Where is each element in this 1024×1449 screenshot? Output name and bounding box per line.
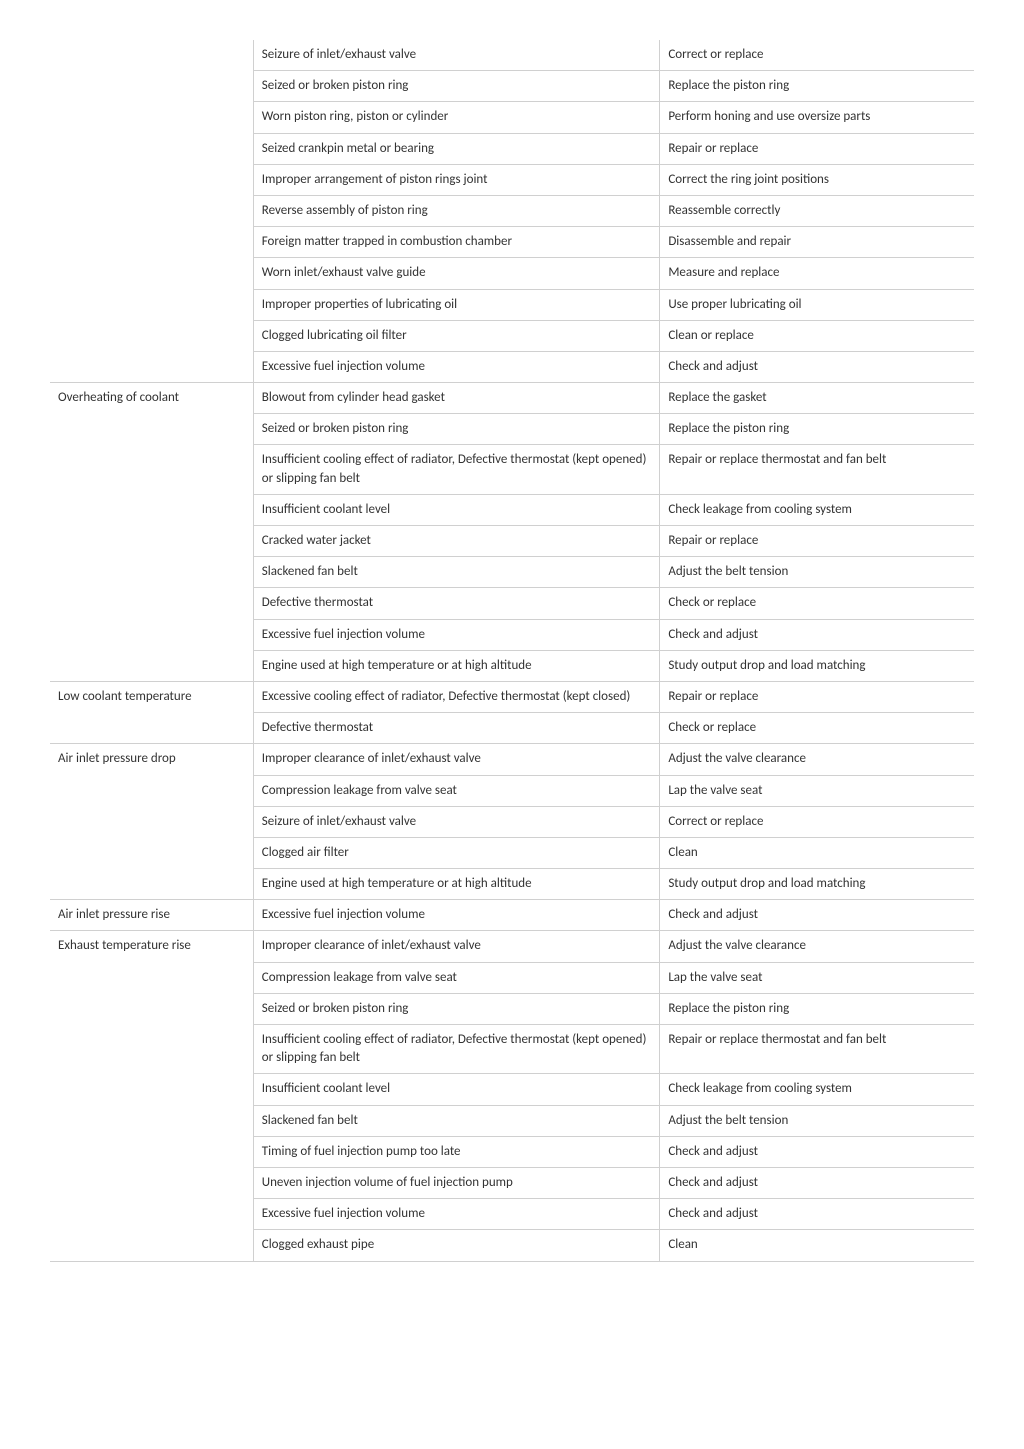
remedy-cell: Check leakage from cooling system [660,494,974,525]
cause-cell: Slackened fan belt [253,1105,660,1136]
trouble-label: Overheating of coolant [50,383,253,682]
remedy-cell: Perform honing and use oversize parts [660,102,974,133]
remedy-cell: Measure and replace [660,258,974,289]
remedy-cell: Repair or replace [660,133,974,164]
remedy-cell: Replace the piston ring [660,414,974,445]
table-row: Overheating of coolantBlowout from cylin… [50,383,974,414]
cause-cell: Defective thermostat [253,588,660,619]
cause-cell: Seized or broken piston ring [253,71,660,102]
cause-cell: Improper clearance of inlet/exhaust valv… [253,744,660,775]
remedy-cell: Lap the valve seat [660,962,974,993]
cause-cell: Foreign matter trapped in combustion cha… [253,227,660,258]
cause-cell: Seizure of inlet/exhaust valve [253,40,660,71]
cause-cell: Seized crankpin metal or bearing [253,133,660,164]
cause-cell: Excessive fuel injection volume [253,900,660,931]
cause-cell: Insufficient cooling effect of radiator,… [253,445,660,494]
cause-cell: Uneven injection volume of fuel injectio… [253,1167,660,1198]
remedy-cell: Adjust the valve clearance [660,931,974,962]
remedy-cell: Adjust the belt tension [660,1105,974,1136]
remedy-cell: Correct or replace [660,40,974,71]
cause-cell: Excessive fuel injection volume [253,619,660,650]
cause-cell: Compression leakage from valve seat [253,962,660,993]
cause-cell: Insufficient cooling effect of radiator,… [253,1025,660,1074]
table-row: Air inlet pressure riseExcessive fuel in… [50,900,974,931]
remedy-cell: Check and adjust [660,351,974,382]
cause-cell: Excessive cooling effect of radiator, De… [253,681,660,712]
trouble-label [50,40,253,383]
cause-cell: Improper clearance of inlet/exhaust valv… [253,931,660,962]
remedy-cell: Use proper lubricating oil [660,289,974,320]
cause-cell: Insufficient coolant level [253,1074,660,1105]
remedy-cell: Repair or replace [660,526,974,557]
remedy-cell: Check or replace [660,713,974,744]
cause-cell: Insufficient coolant level [253,494,660,525]
remedy-cell: Check and adjust [660,619,974,650]
cause-cell: Seized or broken piston ring [253,414,660,445]
table-row: Low coolant temperatureExcessive cooling… [50,681,974,712]
remedy-cell: Replace the gasket [660,383,974,414]
trouble-label: Exhaust temperature rise [50,931,253,1261]
cause-cell: Cracked water jacket [253,526,660,557]
remedy-cell: Replace the piston ring [660,993,974,1024]
table-row: Air inlet pressure dropImproper clearanc… [50,744,974,775]
remedy-cell: Check or replace [660,588,974,619]
remedy-cell: Clean or replace [660,320,974,351]
trouble-label: Low coolant temperature [50,681,253,743]
remedy-cell: Check and adjust [660,1167,974,1198]
remedy-cell: Clean [660,1230,974,1261]
cause-cell: Excessive fuel injection volume [253,351,660,382]
cause-cell: Blowout from cylinder head gasket [253,383,660,414]
remedy-cell: Reassemble correctly [660,195,974,226]
cause-cell: Seized or broken piston ring [253,993,660,1024]
troubleshooting-table: Seizure of inlet/exhaust valveCorrect or… [50,40,974,1262]
remedy-cell: Lap the valve seat [660,775,974,806]
remedy-cell: Clean [660,837,974,868]
cause-cell: Compression leakage from valve seat [253,775,660,806]
remedy-cell: Repair or replace thermostat and fan bel… [660,445,974,494]
table-row: Seizure of inlet/exhaust valveCorrect or… [50,40,974,71]
remedy-cell: Disassemble and repair [660,227,974,258]
cause-cell: Defective thermostat [253,713,660,744]
cause-cell: Slackened fan belt [253,557,660,588]
cause-cell: Excessive fuel injection volume [253,1199,660,1230]
remedy-cell: Check and adjust [660,1199,974,1230]
cause-cell: Clogged exhaust pipe [253,1230,660,1261]
remedy-cell: Check and adjust [660,900,974,931]
cause-cell: Clogged lubricating oil filter [253,320,660,351]
remedy-cell: Check leakage from cooling system [660,1074,974,1105]
cause-cell: Worn inlet/exhaust valve guide [253,258,660,289]
cause-cell: Improper arrangement of piston rings joi… [253,164,660,195]
remedy-cell: Study output drop and load matching [660,869,974,900]
remedy-cell: Repair or replace thermostat and fan bel… [660,1025,974,1074]
remedy-cell: Repair or replace [660,681,974,712]
remedy-cell: Adjust the valve clearance [660,744,974,775]
cause-cell: Improper properties of lubricating oil [253,289,660,320]
remedy-cell: Correct or replace [660,806,974,837]
cause-cell: Engine used at high temperature or at hi… [253,650,660,681]
cause-cell: Worn piston ring, piston or cylinder [253,102,660,133]
trouble-label: Air inlet pressure drop [50,744,253,900]
cause-cell: Engine used at high temperature or at hi… [253,869,660,900]
remedy-cell: Study output drop and load matching [660,650,974,681]
remedy-cell: Adjust the belt tension [660,557,974,588]
cause-cell: Reverse assembly of piston ring [253,195,660,226]
remedy-cell: Check and adjust [660,1136,974,1167]
remedy-cell: Correct the ring joint positions [660,164,974,195]
cause-cell: Timing of fuel injection pump too late [253,1136,660,1167]
table-row: Exhaust temperature riseImproper clearan… [50,931,974,962]
cause-cell: Clogged air filter [253,837,660,868]
remedy-cell: Replace the piston ring [660,71,974,102]
cause-cell: Seizure of inlet/exhaust valve [253,806,660,837]
trouble-label: Air inlet pressure rise [50,900,253,931]
